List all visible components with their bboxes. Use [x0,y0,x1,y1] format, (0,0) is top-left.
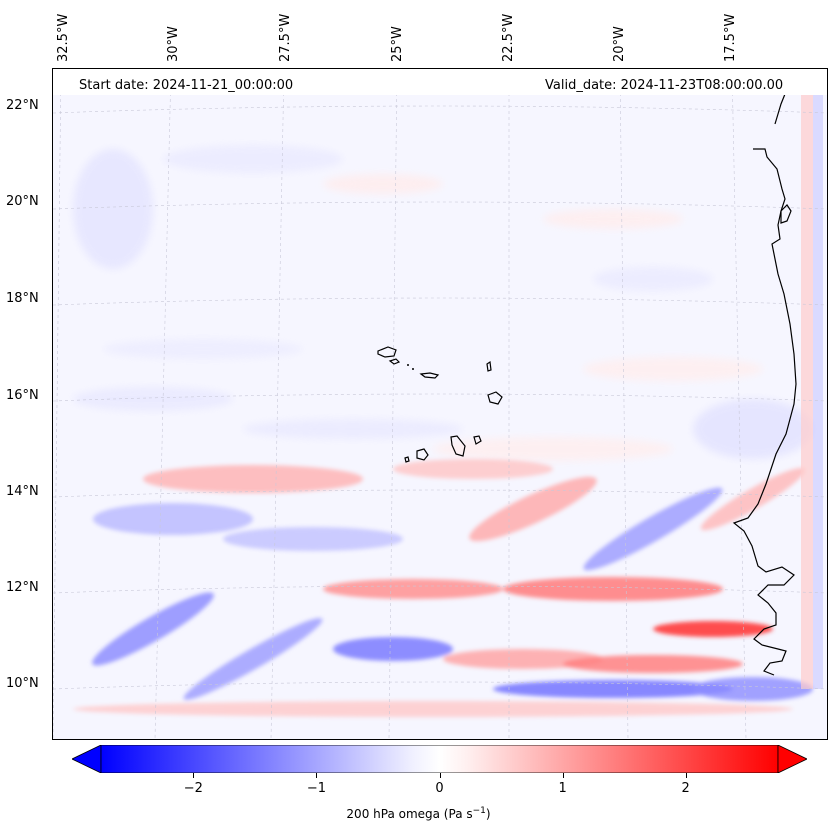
colorbar-tick-label: 1 [558,781,567,796]
lon-label-17-5w: 17.5°W [723,13,738,62]
colorbar-title-sup: −1 [472,806,486,816]
lat-label-14n: 14°N [6,484,39,499]
colorbar-tick [439,773,441,778]
colorbar-tick [562,773,564,778]
island-maio [473,435,482,445]
map-panel [52,68,828,740]
cape-verde-islands [377,346,503,463]
lat-label-20n: 20°N [6,194,39,209]
colorbar-tick [193,773,195,778]
colorbar-tick-label: −1 [306,781,326,796]
colorbar-tick-label: 2 [681,781,690,796]
island-sao-nicolau [419,372,440,379]
colorbar-title: 200 hPa omega (Pa s−1) [0,806,837,821]
lat-label-16n: 16°N [6,388,39,403]
lat-label-10n: 10°N [6,676,39,691]
lat-label-12n: 12°N [6,580,39,595]
valid-date-label: Valid_date: 2024-11-23T08:00:00.00 [543,78,786,93]
colorbar-tick-label: −2 [183,781,203,796]
graticule [53,69,827,739]
lon-label-20w: 20°W [612,26,627,62]
island-sao-vicente [388,358,401,365]
east-edge-strip [801,89,813,689]
colorbar-right-arrow [777,744,808,774]
colorbar-left-arrow [71,744,102,774]
lat-label-18n: 18°N [6,291,39,306]
convective-band [73,459,813,717]
colorbar [71,744,808,774]
lon-label-27-5w: 27.5°W [278,13,293,62]
island-santiago [450,435,466,457]
island-santo-antao [377,346,397,358]
colorbar-title-main: 200 hPa omega (Pa s [346,807,473,821]
lon-label-25w: 25°W [390,26,405,62]
colorbar-tick-label: 0 [435,781,444,796]
island-brava [404,456,410,463]
start-date-label: Start date: 2024-11-21_00:00:00 [77,78,296,93]
lon-label-22-5w: 22.5°W [501,13,516,62]
weak-anomaly-patches [73,145,813,461]
colorbar-svg [71,744,808,774]
colorbar-body [100,744,779,774]
island-fogo [416,448,429,461]
island-sal [486,360,492,372]
colorbar-tick [316,773,318,778]
omega-field-map [53,69,827,739]
lon-label-30w: 30°W [166,26,181,62]
island-boa-vista [487,391,503,405]
colorbar-tick [685,773,687,778]
colorbar-title-end: ) [485,807,491,821]
lat-label-22n: 22°N [6,98,39,113]
lon-label-32-5w: 32.5°W [56,13,71,62]
